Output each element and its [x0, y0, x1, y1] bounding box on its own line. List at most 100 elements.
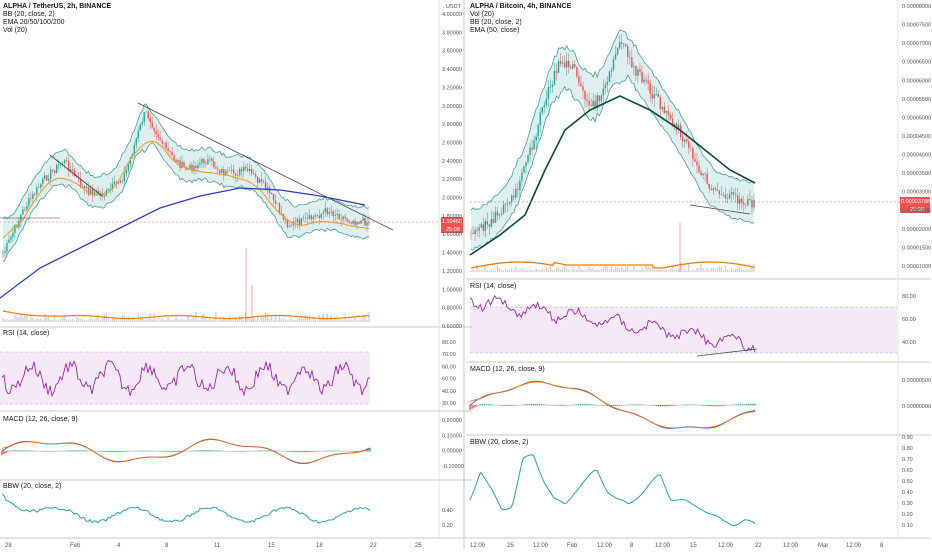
right-volume-bar [708, 270, 709, 272]
right-candle [556, 71, 557, 73]
left-macd-bar [9, 451, 10, 452]
left-candle [52, 170, 53, 171]
left-macd-bar [75, 450, 76, 451]
right-macd-bar [490, 404, 491, 405]
left-volume-bar [136, 320, 137, 322]
right-candle [470, 233, 471, 234]
left-macd-bar [221, 451, 222, 452]
left-candle [342, 217, 343, 220]
right-candle [688, 141, 689, 147]
left-price-axis-tick-8: 2.40000 [442, 159, 462, 165]
left-macd-bar [311, 451, 312, 452]
right-macd-bar [629, 405, 630, 406]
right-macd-bar [752, 404, 753, 406]
right-volume-bar [501, 270, 502, 272]
left-volume-bar [311, 320, 312, 322]
right-candle [625, 45, 626, 47]
left-volume-bar [283, 318, 284, 322]
right-candle [711, 189, 712, 191]
right-volume-bar [704, 270, 705, 272]
left-volume-bar [100, 320, 101, 322]
right-candle [684, 139, 685, 141]
left-x-label-0: 28 [5, 543, 12, 549]
left-candle [2, 253, 3, 254]
left-candle [243, 167, 244, 171]
left-price-axis-tick-1: 3.80000 [442, 30, 462, 36]
left-macd-bar [327, 451, 328, 452]
right-indicator-ema: EMA (50, close) [470, 27, 519, 34]
left-candle [319, 216, 320, 218]
right-volume-bar [639, 270, 640, 272]
left-candle [179, 160, 180, 168]
left-candle [269, 187, 270, 193]
left-candle [161, 140, 162, 143]
left-volume-bar [285, 320, 286, 322]
left-macd-bar [315, 451, 316, 452]
left-volume-bar [299, 318, 300, 322]
right-macd-bar [480, 404, 481, 405]
left-volume-bar [171, 320, 172, 322]
left-volume-bar [146, 320, 147, 322]
left-candle [173, 155, 174, 159]
left-currency-label: USDT [446, 4, 462, 10]
right-candle [715, 188, 716, 189]
left-candle [305, 218, 306, 219]
left-candle [84, 186, 85, 188]
right-bbw-axis-tick-7: 0.20 [902, 512, 913, 518]
right-volume-bar [552, 270, 553, 272]
left-candle [213, 161, 214, 167]
left-candle [245, 167, 246, 169]
right-macd-bar [748, 404, 749, 405]
left-macd-bar [303, 451, 304, 452]
right-volume-bar [621, 268, 622, 272]
left-price-tag-value: 1.59460 [442, 219, 462, 225]
left-candle [368, 222, 369, 223]
left-macd-bar [47, 451, 48, 452]
left-macd-bar [143, 451, 144, 452]
left-volume-bar [203, 314, 204, 322]
right-price-tag-value: 0.00003788 [901, 199, 930, 205]
right-macd-bar [537, 404, 538, 405]
left-volume-bar [213, 319, 214, 322]
right-macd-bar [529, 404, 530, 405]
right-bbw-axis-tick-2: 0.70 [902, 457, 913, 463]
left-macd-bar [73, 450, 74, 451]
right-volume-bar [731, 268, 732, 272]
left-volume-bar [173, 319, 174, 322]
left-candle [177, 160, 178, 162]
left-macd-bar [263, 450, 264, 451]
right-volume-bar [493, 270, 494, 272]
left-macd-bar [169, 451, 170, 452]
left-candle [88, 187, 89, 195]
left-candle [215, 167, 216, 168]
left-macd-bar [277, 451, 278, 452]
left-volume-bar [120, 319, 121, 322]
right-candle [558, 61, 559, 73]
left-candle [257, 177, 258, 183]
right-price-axis-tick-5: 0.00005500 [902, 97, 931, 103]
left-candle [20, 215, 21, 221]
right-candle [564, 63, 565, 68]
right-volume-bar [684, 269, 685, 272]
right-macd-bar [523, 405, 524, 406]
right-volume-bar [582, 270, 583, 272]
left-volume-bar [279, 316, 280, 322]
left-macd-bar [305, 451, 306, 452]
left-macd-bar [291, 451, 292, 452]
right-candle [588, 101, 589, 106]
right-volume-bar [706, 267, 707, 272]
right-candle [751, 200, 752, 207]
left-macd-bar [215, 450, 216, 451]
left-volume-bar [354, 318, 355, 322]
right-candle [739, 199, 740, 204]
right-rsi-axis-tick-0: 80.00 [902, 294, 916, 300]
right-candle [719, 191, 720, 195]
right-macd-bar [615, 405, 616, 406]
left-volume-bar [34, 320, 35, 322]
right-macd-bar [525, 404, 526, 405]
left-volume-bar [10, 320, 11, 322]
right-volume-bar [635, 270, 636, 272]
right-volume-bar [741, 269, 742, 272]
right-macd-bar [576, 404, 577, 405]
left-volume-bar [358, 320, 359, 322]
